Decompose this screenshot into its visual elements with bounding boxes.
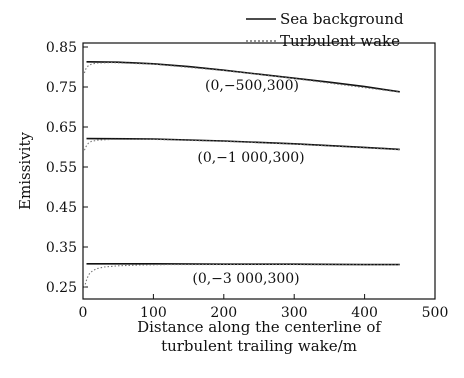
y-tick-label: 0.65 xyxy=(46,120,77,136)
curve-annotations: (0,−500,300) (0,−1 000,300) (0,−3 000,300) xyxy=(192,78,304,287)
curve-annotation-1: (0,−500,300) xyxy=(205,78,299,94)
series-layer xyxy=(83,61,400,288)
x-tick-label: 100 xyxy=(140,305,167,321)
x-tick-label: 0 xyxy=(79,305,88,321)
series-line-turbulent-wake-1 xyxy=(83,62,400,93)
legend-label-sea-background: Sea background xyxy=(280,10,404,28)
x-tick-label: 400 xyxy=(351,305,378,321)
curve-annotation-2: (0,−1 000,300) xyxy=(197,150,304,166)
x-tick-label: 500 xyxy=(422,305,449,321)
y-tick-label: 0.35 xyxy=(46,240,77,256)
y-tick-label: 0.75 xyxy=(46,80,77,96)
legend-label-turbulent-wake: Turbulent wake xyxy=(280,32,400,50)
y-tick-label: 0.45 xyxy=(46,200,77,216)
curve-annotation-3: (0,−3 000,300) xyxy=(192,271,299,287)
x-tick-label: 200 xyxy=(210,305,237,321)
x-axis-title-line2: turbulent trailing wake/m xyxy=(161,337,357,355)
y-axis-title: Emissivity xyxy=(16,132,34,210)
plot-frame xyxy=(82,42,436,300)
tick-labels: 0 100 200 300 400 500 0.25 0.35 0.45 0.55 0.65 0.75… xyxy=(46,40,449,321)
legend: Sea background Turbulent wake xyxy=(246,10,404,50)
x-axis-title-line1: Distance along the centerline of xyxy=(137,318,382,336)
x-tick-label: 300 xyxy=(281,305,308,321)
y-tick-label: 0.85 xyxy=(46,40,77,56)
y-tick-label: 0.55 xyxy=(46,160,77,176)
series-line-turbulent-wake-3 xyxy=(83,264,400,288)
y-tick-label: 0.25 xyxy=(46,280,77,296)
